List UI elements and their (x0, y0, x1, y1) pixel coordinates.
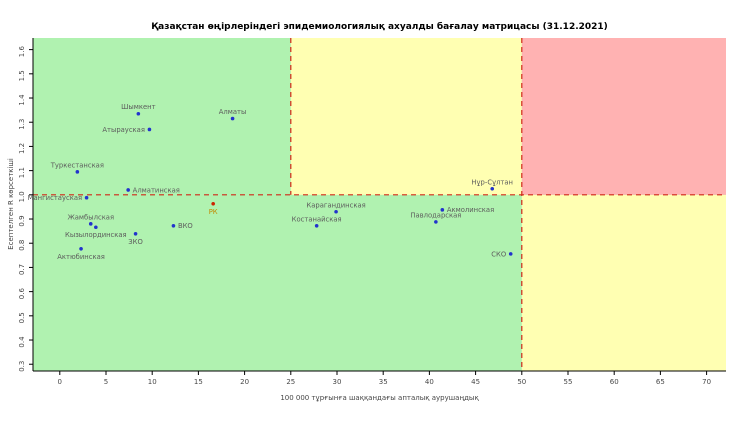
x-tick-label: 65 (656, 378, 665, 386)
zone-medium-risk-bottom (521, 194, 726, 371)
point-label: Акмолинская (447, 206, 494, 214)
y-tick-label: 1.4 (18, 94, 26, 106)
y-tick-label: 0.5 (18, 312, 26, 323)
x-axis-label: 100 000 тұрғынға шаққандағы апталық ауру… (280, 394, 479, 402)
data-point (171, 223, 176, 228)
data-point (133, 231, 138, 236)
y-tick-label: 1.3 (18, 119, 26, 130)
point-label: Нұр-Сұлтан (471, 178, 513, 186)
chart-title: Қазақстан өңірлеріндегі эпидемиологиялық… (151, 22, 608, 32)
data-point (126, 188, 130, 192)
data-point (508, 252, 513, 256)
point-label: Актюбинская (57, 253, 105, 261)
point-label: Мангистауская (28, 194, 82, 202)
point-label: Костанайская (292, 215, 342, 223)
y-tick-label: 0.9 (18, 215, 26, 226)
x-tick-label: 55 (564, 378, 573, 386)
y-tick-label: 0.8 (18, 240, 26, 251)
point-label: Павлодарская (410, 211, 461, 219)
y-tick-label: 1.6 (18, 46, 26, 58)
data-point (147, 127, 152, 132)
x-tick-label: 10 (148, 378, 157, 386)
data-point (88, 222, 93, 226)
x-tick-label: 60 (610, 378, 619, 386)
point-label: Карагандинская (306, 201, 365, 209)
point-label: Алматинская (133, 186, 180, 194)
point-label: Атырауская (102, 126, 145, 134)
point-label: ВКО (178, 222, 193, 230)
x-tick-label: 70 (702, 378, 711, 386)
data-point (334, 209, 338, 214)
data-point (490, 186, 495, 191)
y-tick-label: 0.6 (18, 288, 26, 300)
y-tick-label: 0.7 (18, 264, 26, 275)
data-point (434, 220, 438, 224)
x-tick-label: 25 (286, 378, 295, 386)
y-tick-label: 1.2 (18, 143, 26, 154)
data-point (84, 195, 89, 200)
point-label: Туркестанская (50, 161, 104, 169)
point-label: Кызылординская (65, 231, 127, 239)
data-point (75, 170, 80, 174)
x-tick-label: 5 (104, 378, 108, 386)
data-point (211, 201, 215, 206)
y-tick-label: 1.0 (18, 191, 26, 202)
y-tick-label: 0.4 (18, 336, 26, 348)
x-tick-label: 15 (194, 378, 203, 386)
zone-high-risk (521, 38, 726, 195)
y-tick-label: 0.3 (18, 361, 26, 372)
y-tick-label: 1.1 (18, 167, 26, 178)
x-tick-label: 40 (425, 378, 434, 386)
point-label: Жамбылская (67, 213, 114, 221)
point-label: ЗКО (128, 238, 143, 246)
y-tick-label: 1.5 (18, 70, 26, 81)
data-point (314, 223, 319, 228)
data-point (79, 246, 83, 251)
zone-medium-risk-top (290, 38, 522, 195)
data-point (94, 225, 98, 230)
point-label: Алматы (219, 108, 247, 116)
x-tick-label: 30 (333, 378, 342, 386)
x-tick-label: 20 (240, 378, 249, 386)
data-point (230, 116, 235, 121)
x-tick-label: 0 (58, 378, 62, 386)
x-tick-label: 50 (517, 378, 526, 386)
point-label: СКО (491, 250, 506, 258)
point-label: Шымкент (121, 103, 155, 111)
x-tick-label: 35 (379, 378, 388, 386)
data-point (136, 111, 141, 116)
data-point (440, 208, 445, 212)
point-label: РК (209, 208, 218, 216)
x-tick-label: 45 (471, 378, 480, 386)
